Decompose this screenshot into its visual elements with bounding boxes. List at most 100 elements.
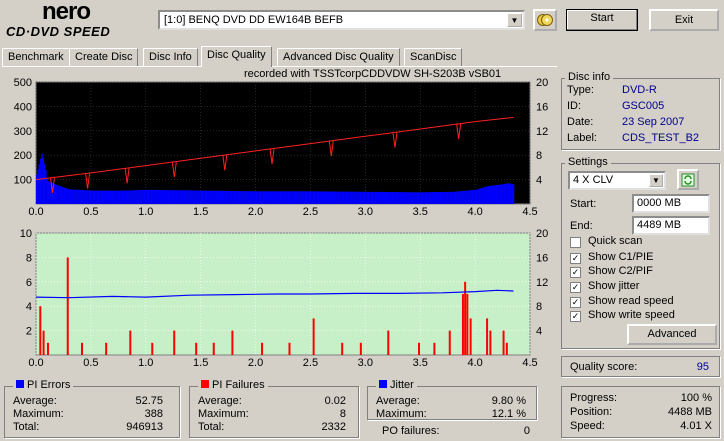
pi-error-bar bbox=[421, 192, 424, 204]
pi-error-bar bbox=[86, 190, 88, 204]
pi-error-bar bbox=[203, 190, 205, 204]
pi-failure-bar bbox=[489, 330, 492, 355]
pi-error-bar bbox=[362, 191, 365, 204]
pi-error-bar bbox=[369, 191, 371, 204]
show-read-speed-checkbox[interactable]: ✓ bbox=[570, 297, 581, 308]
x-tick-label: 4.5 bbox=[522, 206, 537, 218]
pi-error-bar bbox=[352, 191, 354, 204]
quick-scan-checkbox[interactable] bbox=[570, 237, 581, 248]
logo-main: nero bbox=[42, 0, 91, 25]
pi-error-bar bbox=[120, 190, 122, 204]
pi-error-bar bbox=[286, 191, 288, 204]
pi-error-bar bbox=[460, 191, 462, 204]
pi-error-bar bbox=[169, 190, 171, 204]
pi-error-bar bbox=[229, 190, 232, 204]
pi-error-bar bbox=[236, 191, 238, 204]
pi-error-bar bbox=[215, 190, 217, 204]
pi-failure-bar bbox=[66, 257, 69, 355]
pi-error-bar bbox=[39, 158, 42, 204]
exit-button[interactable]: Exit bbox=[649, 9, 719, 31]
pi-errors-title: PI Errors bbox=[27, 379, 71, 391]
pi-failure-bar bbox=[288, 342, 291, 355]
pi-error-bar bbox=[304, 191, 307, 204]
end-input[interactable]: 4489 MB bbox=[632, 216, 710, 235]
y-tick-label: 2 bbox=[26, 326, 32, 338]
pi-error-bar bbox=[68, 189, 71, 204]
show-c1-pie-checkbox[interactable]: ✓ bbox=[570, 253, 581, 264]
pi-error-bar bbox=[300, 191, 303, 204]
refresh-button[interactable] bbox=[677, 169, 699, 190]
advanced-button[interactable]: Advanced bbox=[627, 324, 717, 345]
speed-select[interactable]: 4 X CLV ▼ bbox=[568, 171, 666, 190]
pi-error-bar bbox=[241, 191, 243, 204]
pi-error-bar bbox=[308, 191, 311, 204]
show-write-speed-checkbox[interactable]: ✓ bbox=[570, 311, 581, 322]
pi-error-bar bbox=[364, 191, 366, 204]
pi-failure-bar bbox=[359, 342, 362, 355]
pi-error-bar bbox=[165, 190, 167, 204]
pi-error-bar bbox=[419, 192, 421, 204]
x-tick-label: 4.5 bbox=[522, 357, 537, 369]
y2-tick-label: 8 bbox=[536, 150, 542, 162]
chart-header: recorded with TSSTcorpCDDVDW SH-S203B vS… bbox=[244, 68, 502, 80]
pi-failure-bar bbox=[39, 306, 42, 355]
disc-id-label: ID: bbox=[567, 100, 582, 112]
start-input[interactable]: 0000 MB bbox=[632, 194, 710, 213]
tab-disc-quality[interactable]: Disc Quality bbox=[201, 46, 272, 67]
pi-error-bar bbox=[128, 190, 130, 204]
speed-label: Speed: bbox=[570, 420, 605, 432]
position-value: 4488 MB bbox=[667, 406, 712, 418]
pi-error-bar bbox=[439, 192, 441, 204]
pi-error-bar bbox=[254, 191, 257, 204]
show-c2-pif-checkbox[interactable]: ✓ bbox=[570, 267, 581, 278]
pi-error-bar bbox=[386, 191, 388, 204]
tab-create-disc[interactable]: Create Disc bbox=[69, 48, 139, 66]
tab-benchmark[interactable]: Benchmark bbox=[2, 48, 70, 66]
pi-error-bar bbox=[494, 185, 496, 204]
pi-failure-bar bbox=[464, 281, 467, 355]
pi-error-bar bbox=[258, 191, 261, 204]
pi-failure-bar bbox=[105, 342, 108, 355]
start-button[interactable]: Start bbox=[566, 9, 638, 31]
pi-error-bar bbox=[230, 190, 233, 204]
tab-disc-info[interactable]: Disc Info bbox=[143, 48, 198, 66]
pi-error-bar bbox=[403, 192, 405, 204]
x-tick-label: 4.0 bbox=[467, 357, 482, 369]
pi-error-bar bbox=[498, 184, 500, 204]
pi-error-bar bbox=[452, 191, 454, 204]
pi-error-bar bbox=[331, 191, 333, 204]
x-tick-label: 1.0 bbox=[138, 357, 153, 369]
pi-error-bar bbox=[96, 190, 98, 204]
drive-select[interactable]: [1:0] BENQ DVD DD EW164B BEFB ▼ bbox=[158, 10, 525, 30]
drive-info-button[interactable] bbox=[533, 9, 557, 31]
pi-error-bar bbox=[332, 191, 334, 204]
pi-error-bar bbox=[179, 190, 181, 204]
pi-error-bar bbox=[93, 190, 96, 204]
x-tick-label: 0.0 bbox=[28, 206, 43, 218]
po-failures-label: PO failures: bbox=[382, 425, 440, 437]
pi-error-bar bbox=[458, 191, 461, 204]
pi-failures-max: 8 bbox=[339, 408, 346, 420]
read-speed-dip bbox=[269, 148, 275, 165]
pi-error-bar bbox=[477, 189, 479, 204]
pi-error-bar bbox=[497, 184, 499, 204]
pi-error-bar bbox=[67, 188, 70, 204]
chevron-down-icon[interactable]: ▼ bbox=[507, 13, 522, 27]
pi-error-bar bbox=[111, 190, 113, 204]
quick-scan-label: Quick scan bbox=[588, 235, 643, 247]
show-jitter-checkbox[interactable]: ✓ bbox=[570, 282, 581, 293]
x-tick-label: 1.5 bbox=[193, 357, 208, 369]
pi-error-bar bbox=[140, 190, 142, 204]
pi-error-bar bbox=[166, 190, 168, 204]
pi-error-bar bbox=[154, 189, 156, 204]
pi-error-bar bbox=[42, 157, 44, 204]
pi-error-bar bbox=[288, 191, 291, 204]
tab-advanced-disc-quality[interactable]: Advanced Disc Quality bbox=[277, 48, 400, 66]
x-tick-label: 0.5 bbox=[83, 357, 98, 369]
pi-error-bar bbox=[461, 191, 463, 204]
tab-scandisc[interactable]: ScanDisc bbox=[404, 48, 463, 66]
chevron-down-icon[interactable]: ▼ bbox=[649, 174, 663, 187]
pi-error-bar bbox=[295, 191, 297, 204]
read-speed-dip bbox=[85, 173, 91, 189]
pi-failure-bar bbox=[173, 330, 176, 355]
